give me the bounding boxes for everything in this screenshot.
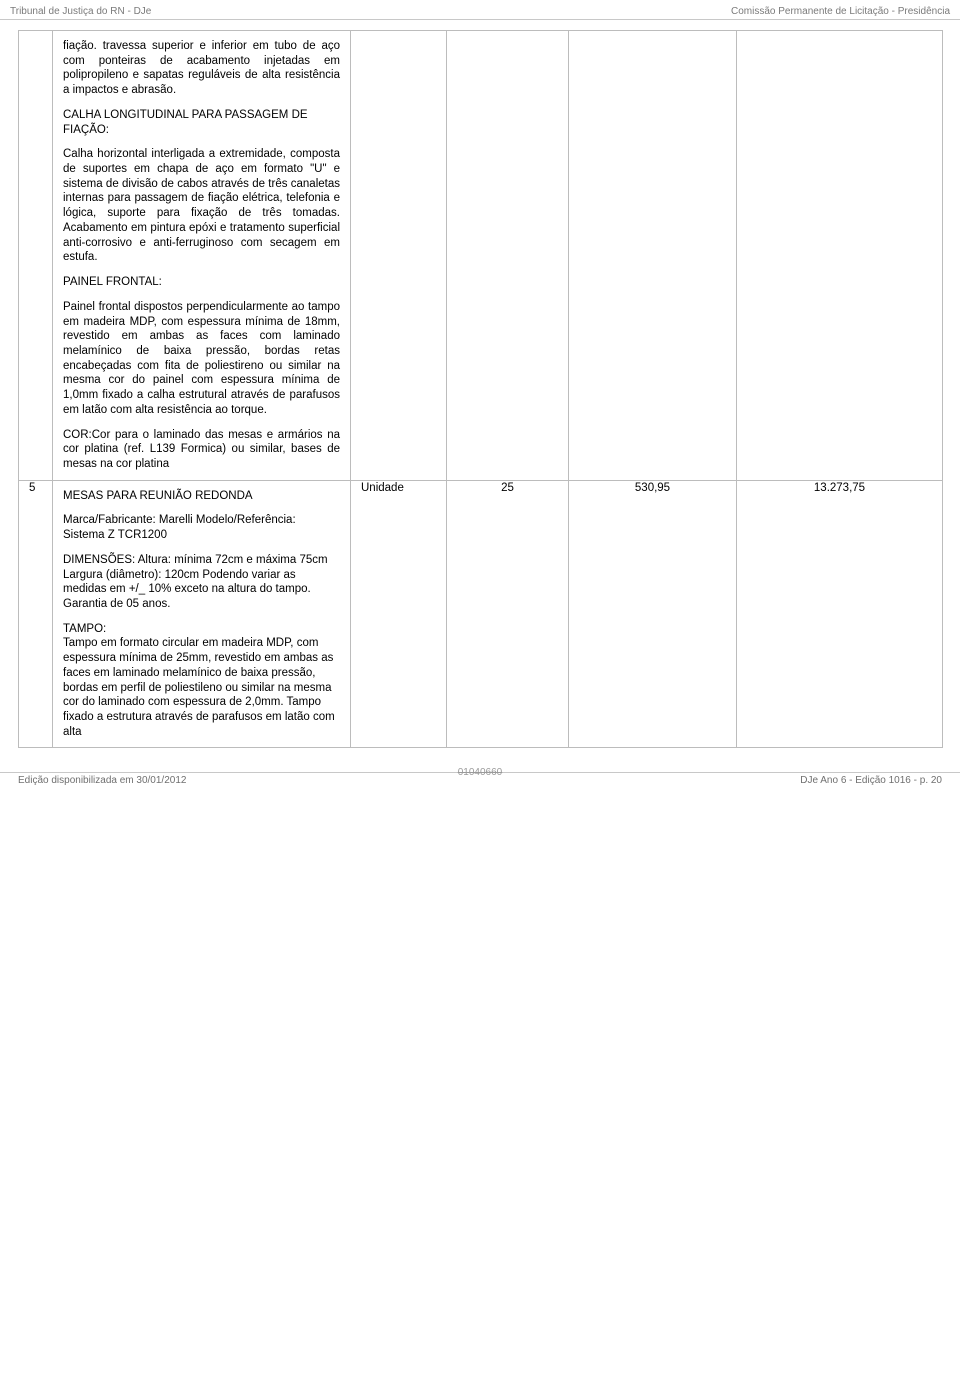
paragraph: Calha horizontal interligada a extremida… [63,147,340,265]
description-cell: MESAS PARA REUNIÃO REDONDA Marca/Fabrica… [53,480,351,748]
page-footer: 01040660 Edição disponibilizada em 30/01… [0,772,960,796]
table-row: fiação. travessa superior e inferior em … [19,31,943,481]
paragraph: Marca/Fabricante: Marelli Modelo/Referên… [63,513,340,542]
content-area: fiação. travessa superior e inferior em … [0,20,960,748]
price-cell: 530,95 [569,480,737,748]
unit-cell [351,31,447,481]
table-row: 5 MESAS PARA REUNIÃO REDONDA Marca/Fabri… [19,480,943,748]
paragraph: Painel frontal dispostos perpendicularme… [63,300,340,418]
section-title: TAMPO: [63,622,340,637]
description-cell: fiação. travessa superior e inferior em … [53,31,351,481]
section-title: MESAS PARA REUNIÃO REDONDA [63,489,340,504]
section-title: CALHA LONGITUDINAL PARA PASSAGEM DE FIAÇ… [63,108,340,137]
spec-table: fiação. travessa superior e inferior em … [18,30,943,748]
paragraph: DIMENSÕES: Altura: mínima 72cm e máxima … [63,553,340,612]
paragraph: COR:Cor para o laminado das mesas e armá… [63,428,340,472]
row-number-cell [19,31,53,481]
page-header: Tribunal de Justiça do RN - DJe Comissão… [0,0,960,20]
price-cell [569,31,737,481]
total-cell [737,31,943,481]
total-cell: 13.273,75 [737,480,943,748]
header-left: Tribunal de Justiça do RN - DJe [10,6,151,17]
paragraph: fiação. travessa superior e inferior em … [63,39,340,98]
header-right: Comissão Permanente de Licitação - Presi… [731,6,950,17]
qty-cell: 25 [447,480,569,748]
footer-center: 01040660 [0,767,960,778]
unit-cell: Unidade [351,480,447,748]
paragraph: Tampo em formato circular em madeira MDP… [63,636,340,739]
section-title: PAINEL FRONTAL: [63,275,340,290]
qty-cell [447,31,569,481]
row-number-cell: 5 [19,480,53,748]
